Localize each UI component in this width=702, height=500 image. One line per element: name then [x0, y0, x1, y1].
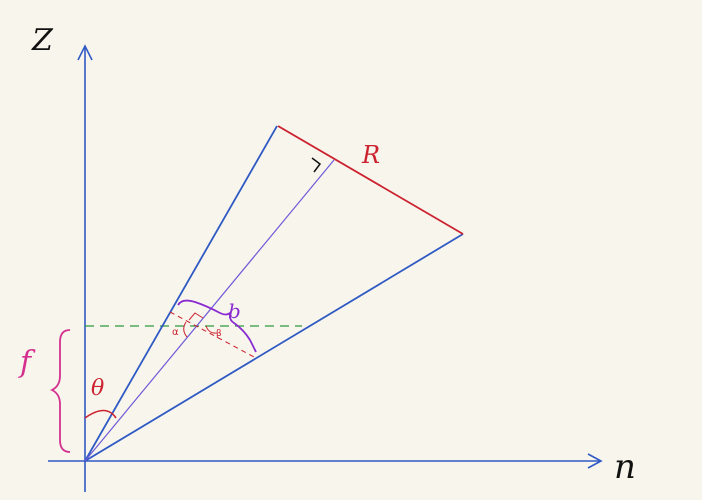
cone-left-edge	[84, 125, 278, 462]
z-axis-arrowhead	[77, 44, 93, 61]
alpha-arc	[183, 321, 188, 338]
aperture-line	[277, 125, 464, 235]
n-axis-arrowhead	[587, 453, 603, 469]
b-brace	[177, 299, 257, 353]
cone-right-edge	[84, 233, 464, 462]
b-label: b	[228, 299, 241, 323]
z-axis-label: Z	[31, 23, 54, 58]
alpha-label: α	[172, 327, 179, 338]
theta-arc	[84, 409, 117, 419]
cone-bisector	[84, 159, 335, 462]
theta-label: θ	[91, 376, 104, 401]
small-right-angle-mark	[188, 312, 204, 321]
beta-label: β	[216, 329, 222, 339]
aperture-label-R: R	[361, 141, 380, 169]
right-angle-mark	[311, 157, 322, 173]
beta-arc	[205, 325, 218, 334]
n-axis-label: n	[614, 447, 636, 487]
focus-brace	[49, 329, 71, 453]
perpendicular-dashed-line	[169, 311, 255, 358]
focus-label-f: f	[18, 345, 36, 380]
